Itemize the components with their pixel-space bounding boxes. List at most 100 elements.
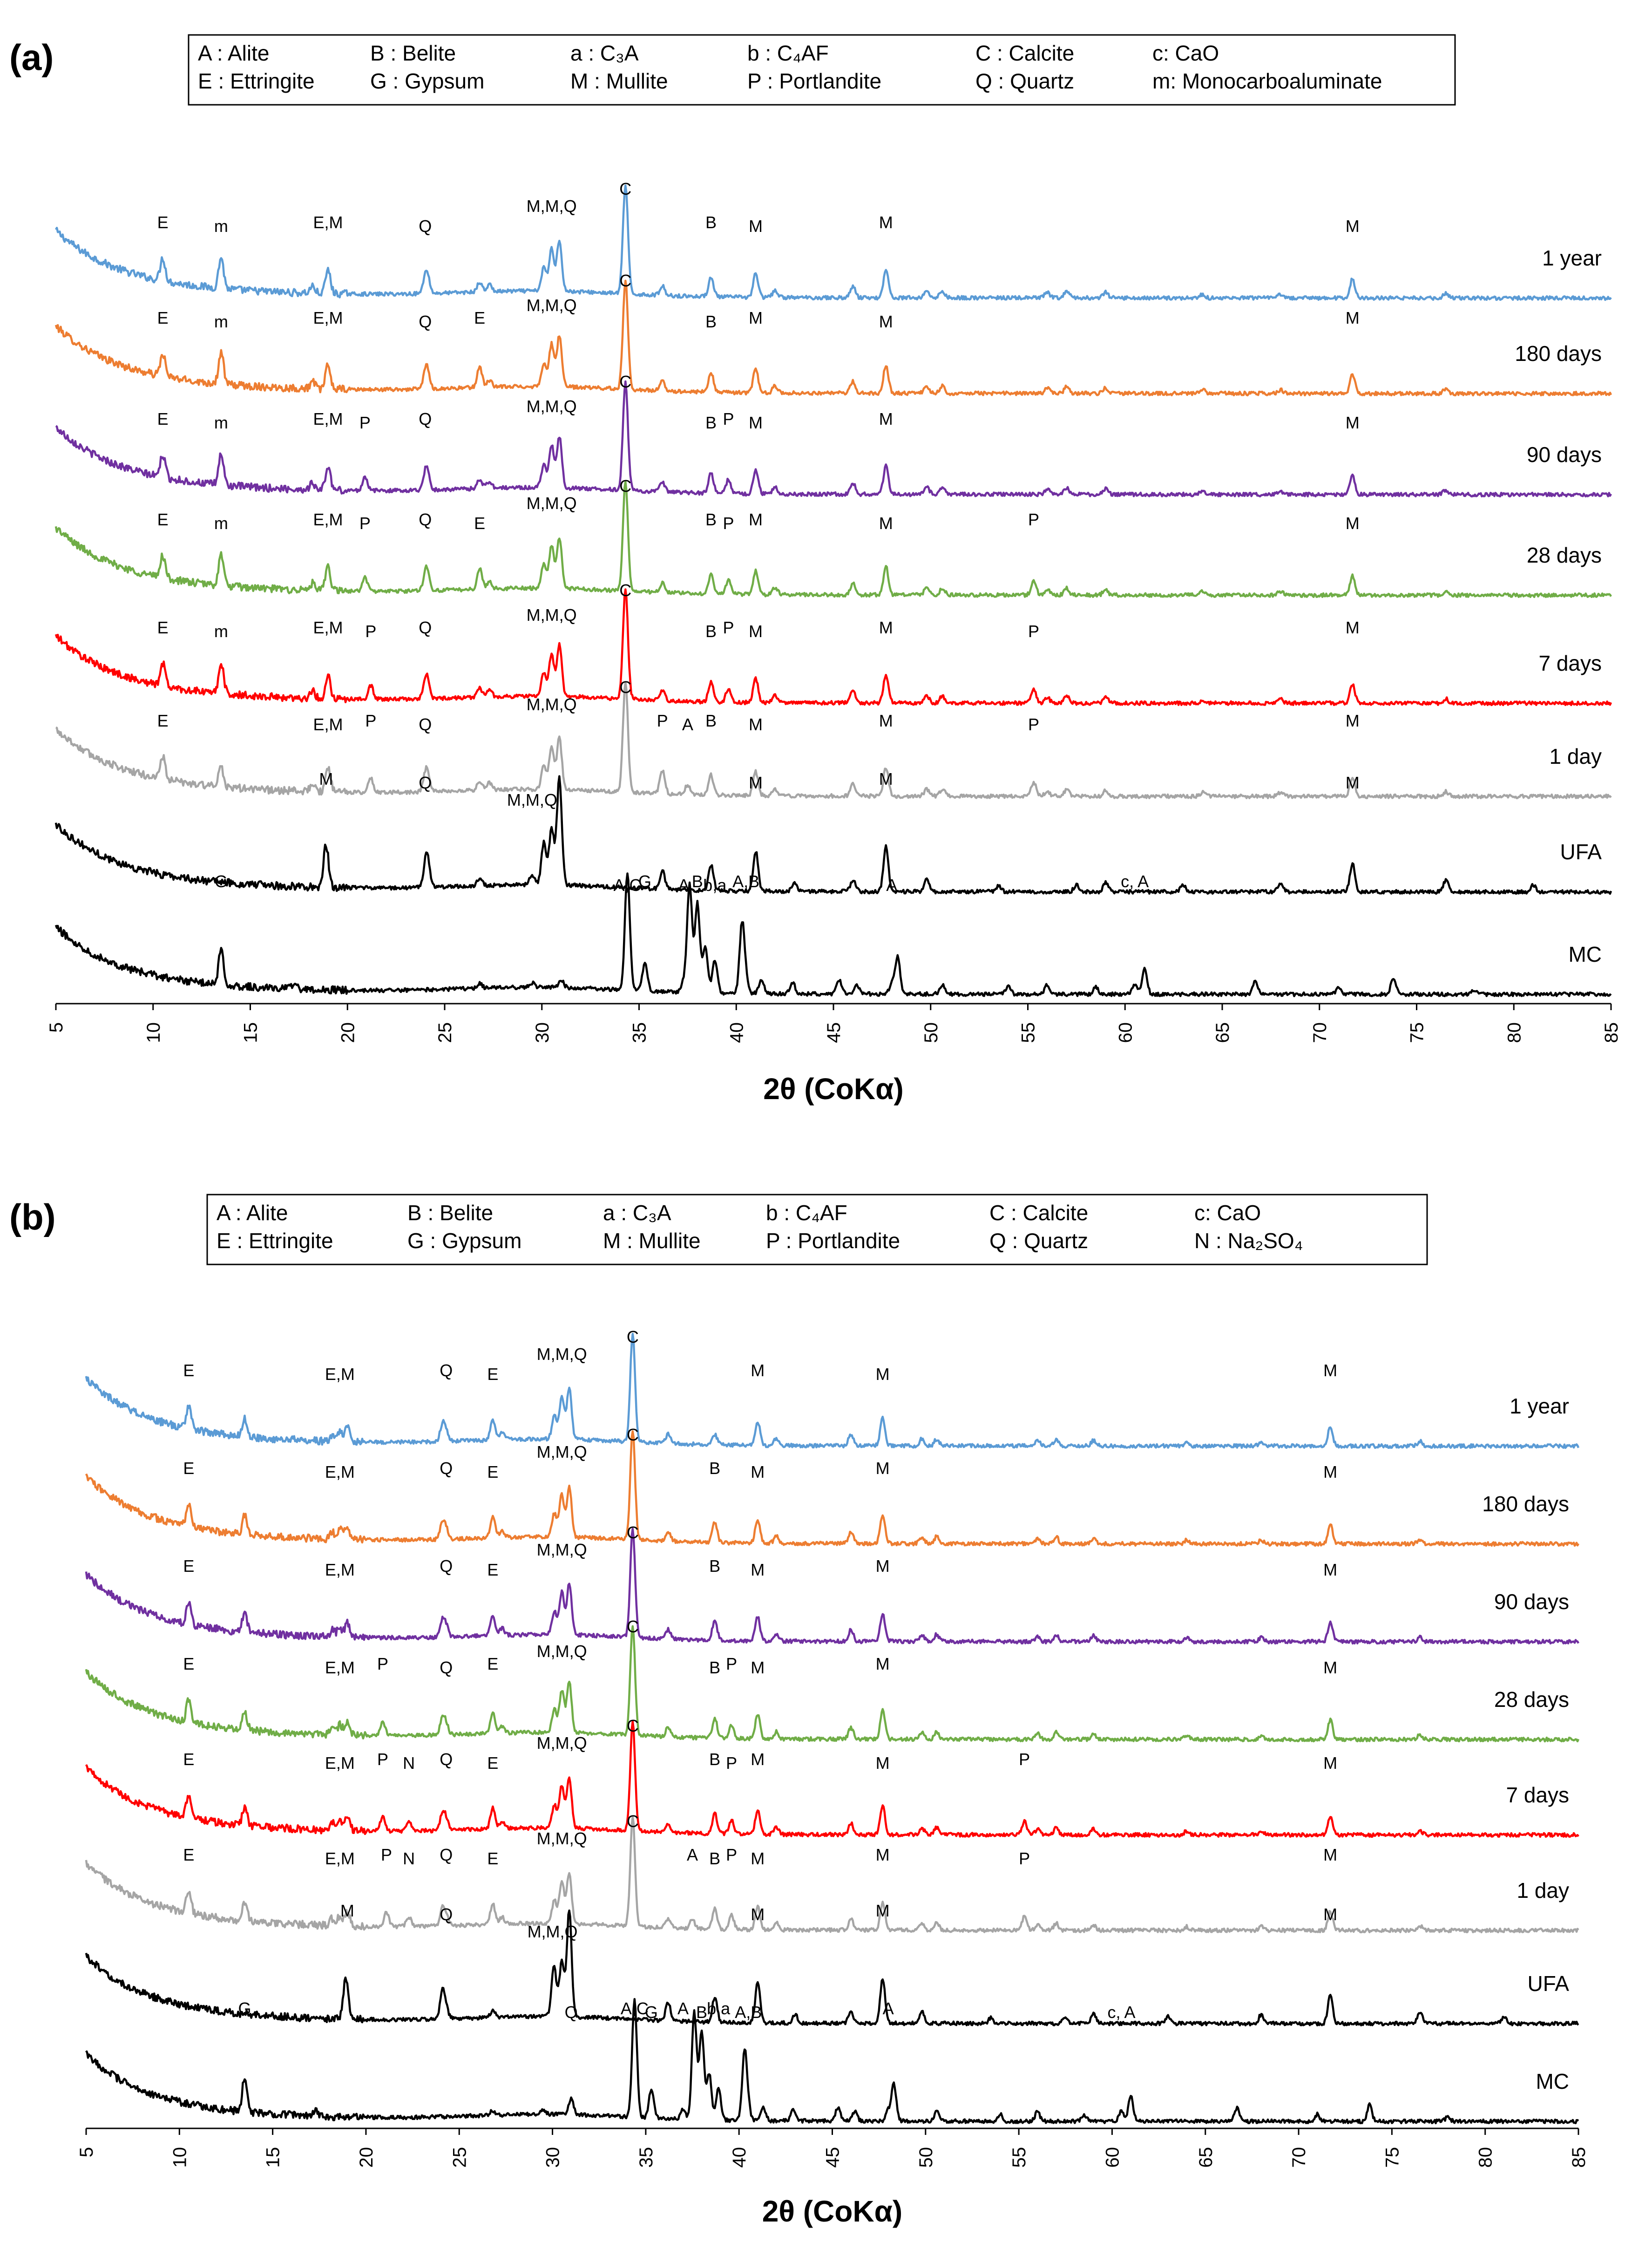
x-tick-label: 55: [1009, 2147, 1029, 2168]
series-label: 1 day: [1517, 1878, 1569, 1902]
peak-label: E,M: [325, 1753, 355, 1773]
peak-label: C: [619, 678, 631, 697]
peak-label: B: [709, 1658, 720, 1677]
peak-label: G: [638, 872, 651, 891]
peak-label: M,M,Q: [527, 296, 577, 315]
series-UFA: UFA M Q M,M,Q M M M: [54, 769, 1612, 895]
peak-label: Q: [440, 1556, 453, 1576]
x-tick-label: 35: [636, 2147, 657, 2168]
peak-label: G: [215, 872, 228, 891]
peak-label: P: [726, 1654, 737, 1673]
xrd-trace: [85, 1815, 1579, 1934]
xrd-trace: [55, 184, 1612, 301]
xrd-trace: [55, 380, 1612, 498]
legend-entry: a : C₃A: [603, 1201, 671, 1225]
legend-box: [188, 34, 1456, 106]
peak-label: M,M,Q: [527, 197, 577, 216]
peak-label: B: [705, 213, 717, 232]
x-tick-label: 5: [76, 2147, 97, 2157]
peak-label: B: [705, 622, 717, 641]
peak-label: M: [1346, 217, 1360, 236]
legend-entry: G : Gypsum: [370, 69, 484, 93]
peak-label: E: [487, 1365, 498, 1384]
peak-label: E: [487, 1560, 498, 1579]
peak-label: M: [876, 1459, 890, 1478]
peak-label: C: [627, 1523, 639, 1542]
peak-label: M: [749, 622, 763, 641]
series-UFA: UFA M Q M,M,Q M M M: [85, 1901, 1579, 2027]
series-label: 28 days: [1527, 543, 1602, 567]
peak-label: M: [1323, 1905, 1337, 1924]
xrd-trace: [85, 1720, 1579, 1838]
series-1-year: 1 year E E,M Q E M,M,Q C M M M: [85, 1327, 1580, 1449]
series-90-days: 90 days E E,M Q E M,M,Q C B M M M: [85, 1523, 1579, 1645]
peak-label: B: [696, 2003, 707, 2022]
x-tick-label: 35: [630, 1022, 650, 1043]
peak-label: Q: [419, 510, 432, 529]
peak-label: C: [619, 179, 631, 198]
peak-label: M: [749, 413, 763, 432]
peak-label: P: [1028, 715, 1039, 734]
peak-label: B: [709, 1556, 720, 1576]
legend-entry: m: Monocarboaluminate: [1152, 69, 1382, 93]
peak-label: M: [751, 1658, 765, 1677]
peak-label: m: [214, 514, 228, 533]
peak-label: M: [751, 1905, 765, 1924]
peak-label: E: [487, 1753, 498, 1773]
x-tick-label: 80: [1504, 1022, 1524, 1043]
peak-label: Q: [565, 2003, 578, 2022]
peak-label: M: [749, 510, 763, 529]
x-tick-label: 75: [1382, 2147, 1402, 2168]
peak-label: C: [619, 372, 631, 391]
peak-label: Q: [419, 715, 432, 734]
x-axis-title: 2θ (CoKα): [762, 2195, 902, 2228]
peak-label: M,M,Q: [527, 494, 577, 513]
peak-label: M: [1346, 308, 1360, 327]
series-1-year: 1 year E m E,M Q M,M,Q C B M M M: [55, 179, 1612, 301]
peak-label: M: [1323, 1845, 1337, 1864]
peak-label: c, A: [1121, 872, 1149, 891]
peak-label: A: [678, 876, 690, 895]
peak-label: M: [1346, 711, 1360, 730]
peak-label: M: [876, 1365, 890, 1384]
peak-label: P: [377, 1654, 388, 1673]
x-tick-label: 65: [1196, 2147, 1216, 2168]
x-tick-label: 60: [1115, 1022, 1136, 1043]
series-label: 28 days: [1494, 1687, 1569, 1712]
peak-label: M,M,Q: [537, 1829, 587, 1848]
series-label: 90 days: [1527, 442, 1602, 467]
peak-label: M: [1323, 1462, 1337, 1481]
legend-entry: M : Mullite: [570, 69, 668, 93]
peak-label: B: [705, 510, 717, 529]
peak-label: C: [619, 476, 631, 496]
peak-label: A: [886, 876, 897, 895]
peak-label: P: [1019, 1849, 1030, 1868]
peak-label: M: [340, 1901, 354, 1920]
peak-label: E: [157, 510, 169, 529]
peak-label: P: [657, 711, 668, 730]
peak-label: M: [749, 217, 763, 236]
series-label: 1 year: [1542, 246, 1602, 270]
legend-entry: E : Ettringite: [198, 69, 315, 93]
peak-label: E: [183, 1361, 194, 1380]
peak-label: B: [705, 413, 717, 432]
peak-label: E,M: [313, 213, 343, 232]
peak-label: E: [183, 1750, 194, 1769]
peak-label: M: [879, 514, 893, 533]
peak-label: M: [1323, 1560, 1337, 1579]
peak-label: M: [876, 1845, 890, 1864]
legend-entry: Q : Quartz: [975, 69, 1074, 93]
peak-label: E: [157, 409, 169, 428]
peak-label: C: [627, 1425, 639, 1444]
peak-label: M,M,Q: [527, 695, 577, 714]
legend-entry: A : Alite: [198, 41, 269, 65]
peak-label: P: [1028, 622, 1039, 641]
x-tick-label: 5: [46, 1022, 67, 1033]
xrd-trace: [85, 1998, 1579, 2125]
legend-entry: N : Na₂SO₄: [1194, 1229, 1303, 1253]
peak-label: A: [687, 1845, 698, 1864]
peak-label: M: [876, 1556, 890, 1576]
xrd-trace: [54, 588, 1612, 707]
